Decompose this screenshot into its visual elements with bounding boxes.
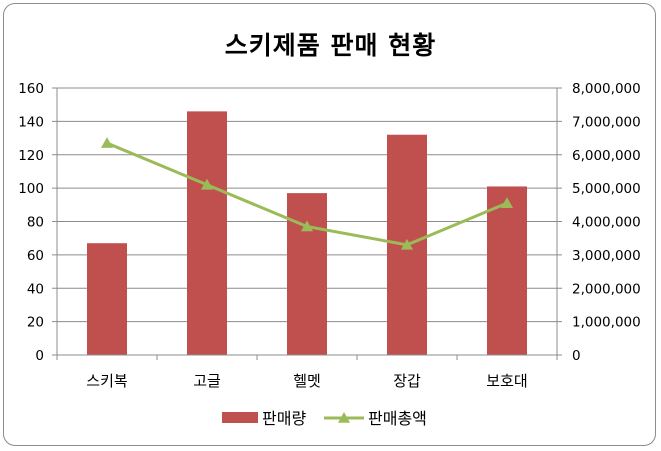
bar-1 [87,243,127,355]
line-series [101,137,513,250]
category-label: 보호대 [486,372,527,390]
category-label: 스키복 [86,372,127,390]
line-marker-2 [201,178,213,190]
left-axis-ticks: 0 20 40 60 80 100 120 140 160 [18,81,44,364]
right-tick-label: 2,000,000 [572,281,641,297]
right-tick-label: 8,000,000 [572,81,641,97]
right-axis-ticks: 0 1,000,000 2,000,000 3,000,000 4,000,000 5,0… [572,81,641,364]
legend-label-bar: 판매량 [262,409,306,428]
legend-marker-line [338,412,350,423]
right-tick-label: 1,000,000 [572,315,641,331]
bar-5 [487,186,527,355]
bar-3 [287,193,327,355]
left-tick-label: 0 [35,348,44,364]
right-tick-label: 3,000,000 [572,248,641,264]
legend-swatch-bar [222,412,258,423]
line-marker-4 [401,238,413,250]
bar-series [87,111,527,355]
legend: 판매량 판매총액 [222,409,427,428]
left-tick-label: 120 [18,148,44,164]
category-label: 장갑 [393,372,421,390]
left-tick-label: 140 [18,114,44,130]
axes [52,87,562,360]
category-label: 헬멧 [293,372,321,390]
right-tick-label: 0 [572,348,581,364]
bar-2 [187,111,227,355]
chart-title: 스키제품 판매 현황 [224,31,437,60]
category-labels: 스키복 고글 헬멧 장갑 보호대 [86,372,527,390]
line-marker-5 [501,197,513,208]
line-marker-1 [101,137,113,148]
right-tick-label: 4,000,000 [572,215,641,231]
right-tick-label: 7,000,000 [572,114,641,130]
chart-frame [3,3,656,446]
left-tick-label: 20 [27,315,44,331]
left-tick-label: 100 [18,181,44,197]
right-tick-label: 5,000,000 [572,181,641,197]
right-tick-label: 6,000,000 [572,148,641,164]
legend-label-line: 판매총액 [368,409,427,428]
left-tick-label: 160 [18,81,44,97]
left-tick-label: 80 [27,215,44,231]
left-tick-label: 40 [27,281,44,297]
left-tick-label: 60 [27,248,44,264]
line-marker-3 [301,220,313,232]
category-label: 고글 [193,372,221,390]
